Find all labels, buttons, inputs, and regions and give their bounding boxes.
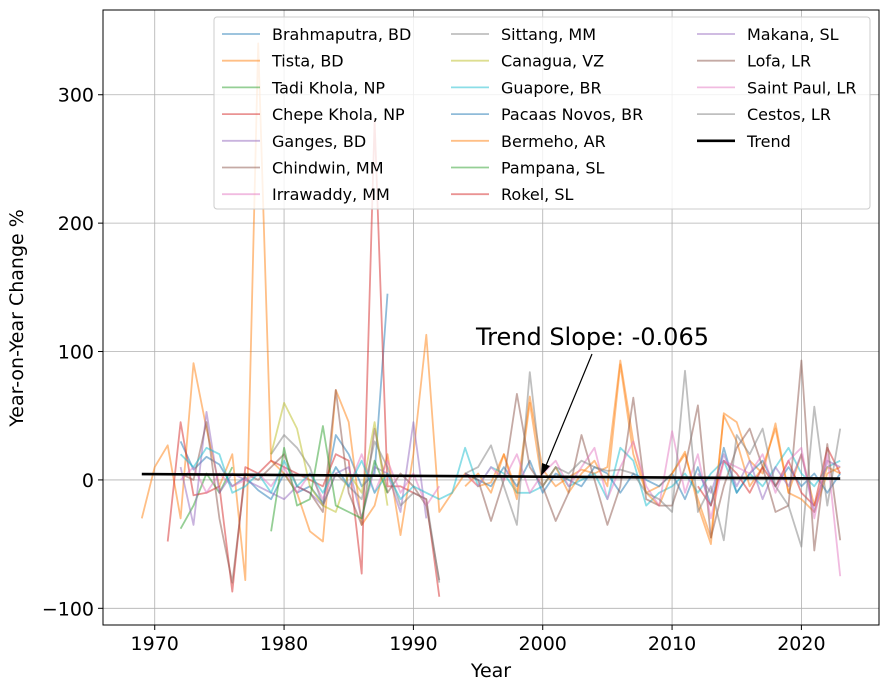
x-tick-label: 2000 [519,633,567,655]
legend-label: Canagua, VZ [501,52,604,71]
legend-label: Pacaas Novos, BR [501,105,643,124]
legend-label: Bermeho, AR [501,132,606,151]
y-tick-label: 200 [58,213,94,235]
series-line [270,401,389,513]
x-tick-label: 1990 [389,633,437,655]
y-tick-label: 100 [58,342,94,364]
series-line [270,434,441,583]
legend-label: Makana, SL [747,25,839,44]
axis-ticks: 1970 1980 1990 2000 2010 2020 −100 0 100 200 300 [42,85,826,655]
y-tick-label: −100 [42,598,94,620]
annotation-arrow-line [544,353,593,469]
legend-label: Trend [746,132,791,151]
legend-label: Rokel, SL [501,185,574,204]
series-line [464,363,841,539]
series-line [464,359,842,552]
y-tick-label: 0 [82,470,94,492]
legend-label: Tista, BD [271,52,344,71]
x-tick-label: 2020 [777,633,825,655]
trend-line [141,472,841,480]
legend-label: Lofa, LR [747,52,811,71]
legend-label: Guapore, BR [501,78,602,97]
y-tick-label: 300 [58,85,94,107]
plot-frame [102,9,880,626]
legend-label: Irrawaddy, MM [272,185,390,204]
legend-label: Chindwin, MM [272,159,384,178]
series-line [270,425,389,532]
series-line [464,369,842,548]
x-axis-title: Year [470,660,511,682]
legend: Brahmaputra, BD Tista, BD Tadi Khola, NP Ch… [213,16,871,210]
legend-label: Brahmaputra, BD [272,25,411,44]
x-tick-label: 1970 [131,633,179,655]
x-tick-label: 2010 [648,633,696,655]
legend-label: Chepe Khola, NP [272,105,405,124]
y-axis-title: Year-on-Year Change % [6,209,28,428]
legend-box [213,16,871,210]
legend-label: Tadi Khola, NP [271,78,385,97]
series-lines [140,42,842,597]
legend-label: Cestos, LR [747,105,831,124]
legend-label: Ganges, BD [272,132,366,151]
legend-label: Pampana, SL [501,159,605,178]
x-tick-label: 1980 [260,633,308,655]
legend-label: Sittang, MM [501,25,596,44]
annotation-text: Trend Slope: -0.065 [475,323,709,351]
trend-annotation: Trend Slope: -0.065 [475,323,709,476]
legend-label: Saint Paul, LR [747,78,856,97]
annotation-arrowhead [541,463,550,476]
